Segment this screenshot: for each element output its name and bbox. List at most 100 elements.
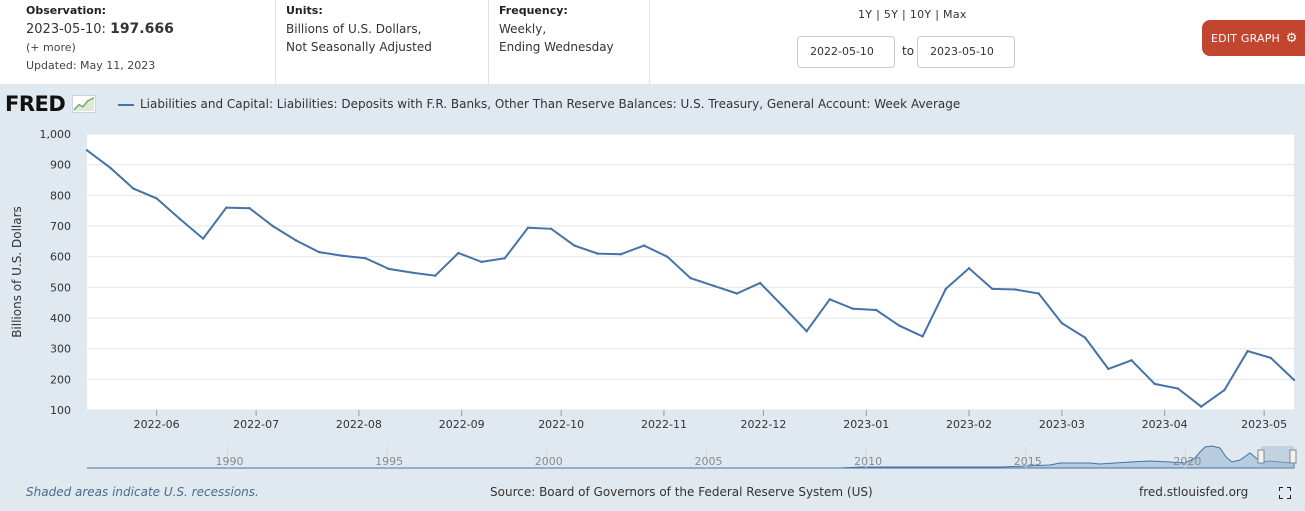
divider — [275, 0, 276, 84]
fullscreen-icon[interactable] — [1279, 487, 1291, 499]
data-point[interactable] — [85, 149, 89, 152]
data-point[interactable] — [294, 239, 298, 242]
start-date-input[interactable]: 2022-05-10 — [797, 36, 895, 68]
data-point[interactable] — [341, 254, 344, 257]
units-line1: Billions of U.S. Dollars, — [286, 22, 422, 36]
data-point[interactable] — [851, 307, 855, 310]
data-point[interactable] — [642, 244, 646, 247]
data-point[interactable] — [155, 197, 158, 200]
y-tick-label: 100 — [50, 404, 71, 417]
navigator-ticks: 1990 1995 2000 2005 2010 2015 2020 — [215, 446, 1201, 468]
x-tick-label: 2022-09 — [439, 418, 485, 431]
edit-graph-button[interactable]: EDIT GRAPH ⚙ — [1202, 20, 1305, 56]
range-links[interactable]: 1Y | 5Y | 10Y | Max — [858, 8, 967, 21]
frequency-label: Frequency: — [499, 4, 568, 17]
data-point[interactable] — [735, 292, 739, 295]
y-axis-label: Billions of U.S. Dollars — [10, 206, 24, 338]
data-point[interactable] — [1130, 359, 1133, 362]
data-point[interactable] — [1083, 336, 1087, 339]
data-point[interactable] — [132, 187, 135, 190]
navigator-tick-label: 2020 — [1173, 455, 1201, 468]
y-tick-label: 400 — [50, 312, 71, 325]
data-point[interactable] — [805, 330, 808, 333]
data-point[interactable] — [921, 335, 924, 338]
x-tick-label: 2023-04 — [1142, 418, 1188, 431]
source-note[interactable]: Source: Board of Governors of the Federa… — [490, 485, 873, 499]
to-label: to — [902, 44, 915, 58]
data-point[interactable] — [712, 284, 715, 287]
observation-date: 2023-05-10: — [26, 22, 106, 37]
data-point[interactable] — [526, 226, 530, 229]
y-tick-label: 700 — [50, 220, 71, 233]
fred-logo[interactable]: FRED — [5, 92, 97, 116]
data-point[interactable] — [1153, 382, 1156, 386]
data-point[interactable] — [410, 271, 414, 274]
frequency-line1: Weekly, — [499, 22, 547, 36]
x-tick-label: 2022-07 — [233, 418, 279, 431]
data-point[interactable] — [1014, 288, 1017, 291]
more-link[interactable]: (+ more) — [26, 41, 76, 54]
data-point[interactable] — [364, 257, 367, 260]
data-point[interactable] — [1176, 387, 1180, 390]
navigator-right-handle[interactable] — [1289, 449, 1297, 464]
end-date-input[interactable]: 2023-05-10 — [917, 36, 1015, 68]
data-point[interactable] — [1246, 349, 1249, 353]
data-point[interactable] — [225, 206, 228, 209]
data-point[interactable] — [271, 224, 274, 228]
data-point[interactable] — [317, 250, 321, 254]
data-point[interactable] — [201, 237, 205, 240]
y-tick-label: 500 — [50, 281, 71, 294]
data-point[interactable] — [1107, 367, 1110, 371]
navigator-left-handle[interactable] — [1257, 449, 1265, 464]
data-point[interactable] — [550, 227, 553, 230]
legend-label: Liabilities and Capital: Liabilities: De… — [140, 97, 961, 111]
y-tick-label: 200 — [50, 373, 71, 386]
data-point[interactable] — [434, 274, 437, 277]
data-point[interactable] — [1060, 322, 1064, 325]
data-point[interactable] — [944, 287, 947, 291]
data-point[interactable] — [1037, 292, 1040, 295]
data-point[interactable] — [480, 260, 483, 264]
data-point[interactable] — [248, 207, 251, 210]
fred-logo-text: FRED — [5, 92, 66, 116]
time-navigator[interactable]: 1990 1995 2000 2005 2010 2015 2020 — [87, 445, 1297, 469]
data-point[interactable] — [1200, 405, 1203, 408]
data-point[interactable] — [1292, 378, 1296, 382]
y-tick-label: 900 — [50, 159, 71, 172]
y-tick-label: 800 — [50, 189, 71, 202]
navigator-background — [87, 446, 1294, 468]
site-link[interactable]: fred.stlouisfed.org — [1139, 485, 1249, 499]
data-point[interactable] — [1269, 356, 1273, 360]
units-label: Units: — [286, 4, 323, 17]
data-point[interactable] — [387, 267, 390, 271]
x-tick-label: 2022-08 — [336, 418, 382, 431]
data-point[interactable] — [875, 308, 878, 312]
data-point[interactable] — [573, 244, 576, 247]
data-point[interactable] — [782, 305, 785, 308]
data-point[interactable] — [457, 251, 460, 255]
data-point[interactable] — [619, 253, 623, 256]
data-point[interactable] — [967, 267, 971, 270]
data-point[interactable] — [596, 252, 599, 255]
frequency-line2: Ending Wednesday — [499, 40, 614, 54]
data-point[interactable] — [828, 298, 831, 301]
data-point[interactable] — [898, 324, 901, 327]
data-point[interactable] — [689, 276, 692, 280]
navigator-selection[interactable] — [1261, 446, 1294, 468]
x-tick-label: 2023-02 — [946, 418, 992, 431]
units-block: Units: Billions of U.S. Dollars, Not Sea… — [286, 2, 432, 86]
data-point[interactable] — [1223, 388, 1226, 392]
data-point[interactable] — [109, 166, 112, 169]
x-tick-label: 2022-10 — [538, 418, 584, 431]
navigator-tick-label: 2000 — [535, 455, 563, 468]
data-point[interactable] — [758, 281, 762, 285]
data-point[interactable] — [503, 257, 506, 260]
data-points — [85, 149, 1296, 408]
x-tick-label: 2022-12 — [740, 418, 786, 431]
data-point[interactable] — [178, 217, 181, 221]
observation-block: Observation: 2023-05-10: 197.666 (+ more… — [26, 2, 174, 86]
data-point[interactable] — [666, 255, 669, 258]
data-point[interactable] — [991, 287, 994, 291]
header-bar: Observation: 2023-05-10: 197.666 (+ more… — [0, 0, 1305, 84]
